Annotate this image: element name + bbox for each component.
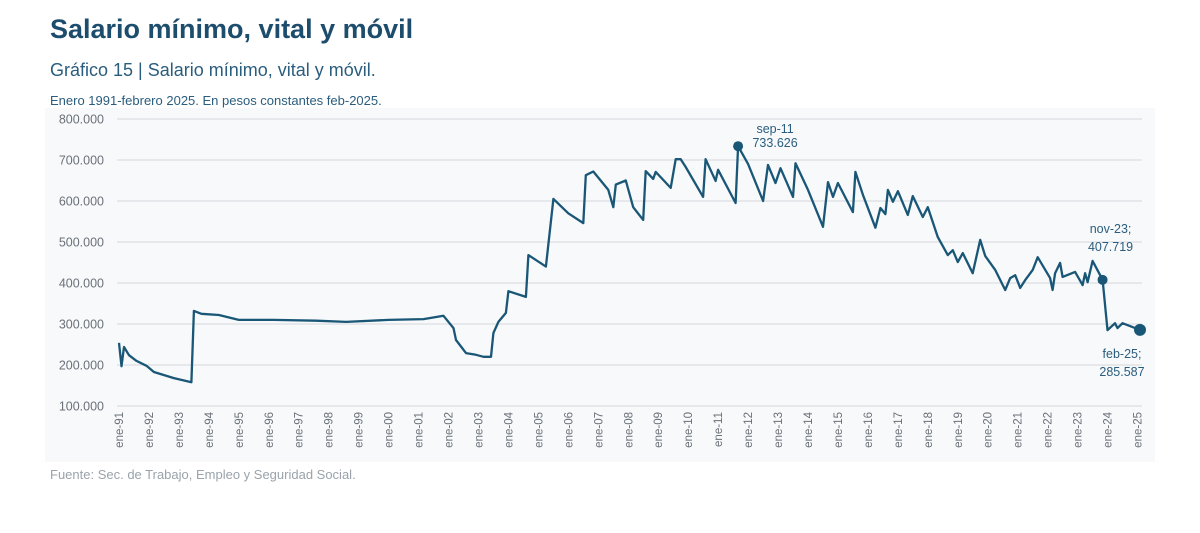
x-tick-label: ene-19 bbox=[953, 412, 965, 448]
x-tick-label: ene-99 bbox=[354, 412, 366, 448]
x-tick-label: ene-12 bbox=[743, 412, 755, 448]
chart-subtitle: Gráfico 15 | Salario mínimo, vital y móv… bbox=[50, 60, 376, 80]
x-tick-label: ene-10 bbox=[683, 412, 695, 448]
x-tick-label: ene-13 bbox=[773, 412, 785, 448]
annotation-marker bbox=[1134, 323, 1146, 336]
y-tick-label: 600.000 bbox=[59, 195, 104, 209]
x-tick-label: ene-22 bbox=[1043, 412, 1055, 448]
x-tick-label: ene-08 bbox=[623, 412, 635, 448]
x-tick-label: ene-98 bbox=[324, 412, 336, 448]
y-tick-label: 500.000 bbox=[59, 236, 104, 250]
x-tick-label: ene-93 bbox=[174, 412, 186, 448]
annotation-marker bbox=[1097, 274, 1108, 285]
plot-background bbox=[45, 108, 1155, 462]
x-tick-label: ene-94 bbox=[204, 411, 216, 447]
annotation-date: sep-11 bbox=[756, 122, 793, 136]
x-tick-label: ene-03 bbox=[473, 412, 485, 448]
annotation-marker bbox=[733, 141, 744, 152]
x-tick-label: ene-97 bbox=[294, 412, 306, 448]
x-tick-label: ene-05 bbox=[533, 412, 545, 448]
x-tick-label: ene-07 bbox=[593, 412, 605, 448]
chart-note: Enero 1991-febrero 2025. En pesos consta… bbox=[50, 93, 382, 108]
series-line bbox=[117, 145, 1141, 384]
annotation-date: nov-23; bbox=[1090, 222, 1132, 236]
x-tick-label: ene-01 bbox=[414, 412, 426, 448]
page-title: Salario mínimo, vital y móvil bbox=[50, 14, 414, 44]
y-tick-label: 200.000 bbox=[59, 359, 104, 373]
annotation-value: 733.626 bbox=[752, 136, 797, 150]
x-tick-label: ene-24 bbox=[1103, 411, 1115, 447]
x-tick-label: ene-25 bbox=[1133, 412, 1145, 448]
x-tick-label: ene-21 bbox=[1013, 412, 1025, 448]
source-note: Fuente: Sec. de Trabajo, Empleo y Seguri… bbox=[50, 467, 356, 482]
x-tick-label: ene-16 bbox=[863, 412, 875, 448]
x-tick-label: ene-00 bbox=[384, 412, 396, 448]
annotation-value: 285.587 bbox=[1099, 365, 1144, 379]
x-tick-label: ene-96 bbox=[264, 412, 276, 448]
x-tick-label: ene-92 bbox=[144, 412, 156, 448]
x-tick-label: ene-95 bbox=[234, 412, 246, 448]
x-tick-label: ene-91 bbox=[114, 412, 126, 448]
x-tick-label: ene-11 bbox=[713, 412, 725, 447]
x-tick-label: ene-02 bbox=[444, 412, 456, 448]
x-tick-label: ene-23 bbox=[1073, 412, 1085, 448]
x-tick-label: ene-06 bbox=[563, 412, 575, 448]
x-tick-label: ene-04 bbox=[503, 411, 515, 447]
x-tick-label: ene-18 bbox=[923, 412, 935, 448]
x-tick-label: ene-20 bbox=[983, 412, 995, 448]
y-tick-label: 400.000 bbox=[59, 277, 104, 291]
y-tick-label: 300.000 bbox=[59, 318, 104, 332]
annotation-value: 407.719 bbox=[1088, 240, 1133, 254]
x-tick-label: ene-17 bbox=[893, 412, 905, 448]
x-tick-label: ene-09 bbox=[653, 412, 665, 448]
x-tick-label: ene-15 bbox=[833, 412, 845, 448]
y-tick-label: 800.000 bbox=[59, 113, 104, 127]
x-tick-label: ene-14 bbox=[803, 411, 815, 447]
y-tick-label: 100.000 bbox=[59, 400, 104, 414]
annotation-date: feb-25; bbox=[1103, 347, 1142, 361]
y-tick-label: 700.000 bbox=[59, 154, 104, 168]
